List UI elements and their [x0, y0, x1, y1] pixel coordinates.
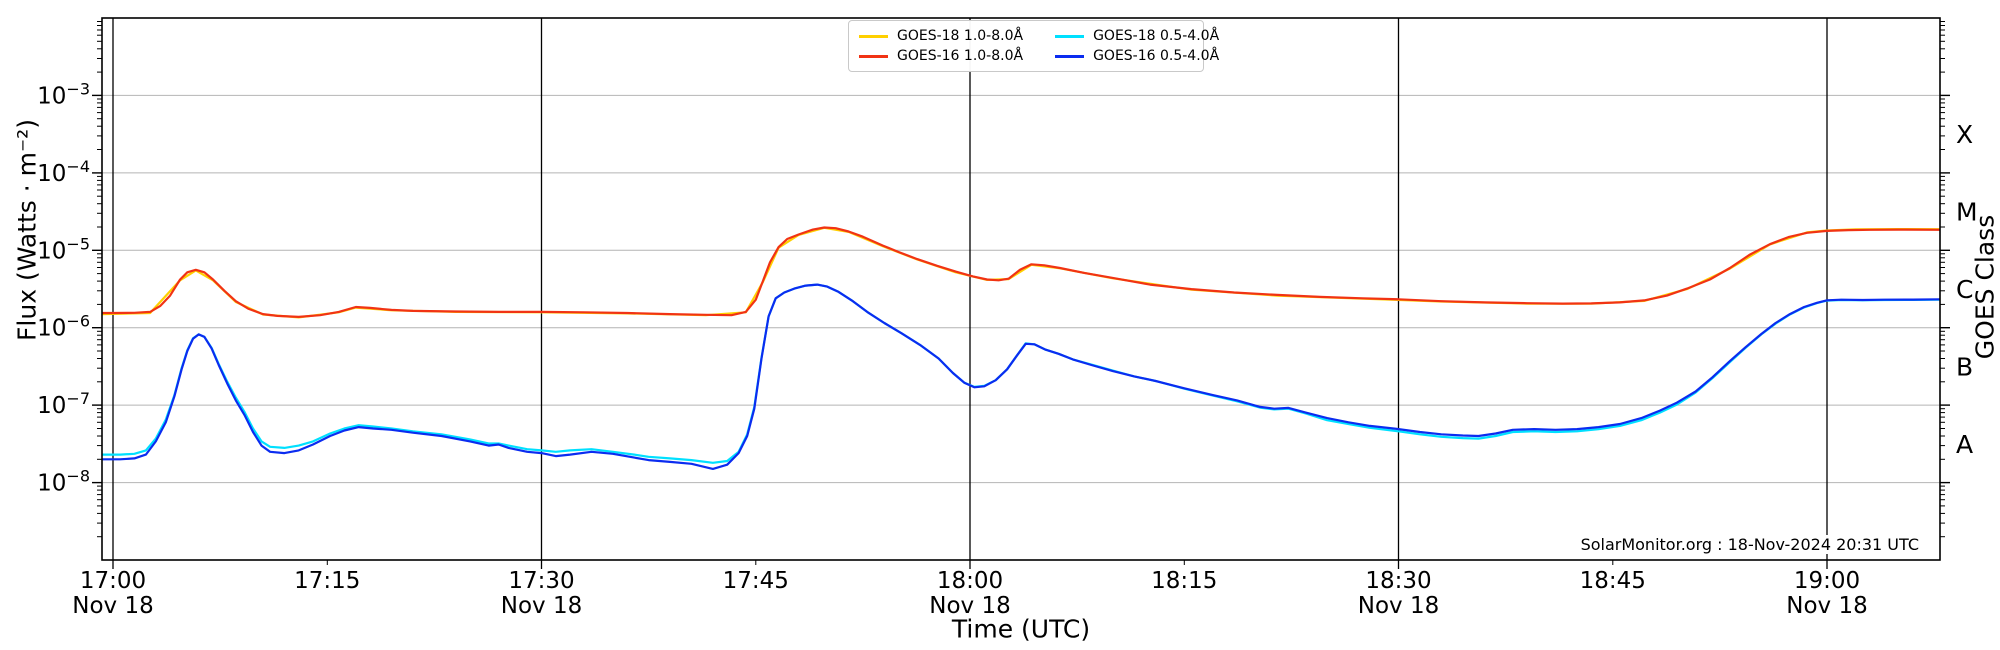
legend-swatch-goes18_short: [1055, 34, 1085, 38]
series-line-goes-18-0-5-4-0-: [102, 283, 1940, 464]
x-tick-sublabel: Nov 18: [1786, 593, 1867, 619]
x-axis-label: Time (UTC): [951, 614, 1091, 644]
legend-item-label: GOES-16 1.0-8.0Å: [897, 48, 1024, 64]
legend-swatch-goes16_short: [1055, 54, 1085, 58]
x-tick-sublabel: Nov 18: [72, 593, 153, 619]
x-tick-sublabel: Nov 18: [501, 593, 582, 619]
x-tick-label: 18:45: [1580, 568, 1646, 594]
legend-swatch-goes16_long: [859, 54, 888, 58]
legend-item: GOES-16 1.0-8.0Å: [859, 46, 1023, 66]
goes-class-letter: M: [1956, 198, 1978, 227]
legend-item-label: GOES-18 0.5-4.0Å: [1093, 28, 1220, 44]
series-line-goes-16-1-0-8-0-: [102, 226, 1940, 318]
goes-class-letter: B: [1956, 352, 1973, 381]
y-tick-label: 10−8: [37, 467, 90, 497]
legend-item: GOES-18 0.5-4.0Å: [1055, 26, 1219, 46]
y-tick-label: 10−3: [37, 79, 90, 109]
y-tick-label: 10−7: [37, 389, 90, 419]
y-tick-label: 10−4: [37, 157, 90, 187]
plot-border: [101, 17, 1941, 561]
goes-class-letter: A: [1956, 430, 1973, 459]
y-axis-label-left: Flux (Watts · m⁻²): [12, 119, 42, 341]
y-tick-label: 10−6: [37, 312, 90, 342]
legend-item-label: GOES-16 0.5-4.0Å: [1093, 48, 1220, 64]
y-axis-label-right: GOES Class: [1970, 214, 2000, 360]
legend-item: GOES-16 0.5-4.0Å: [1055, 46, 1219, 66]
legend-swatch-goes18_long: [859, 34, 888, 38]
x-tick-label: 17:00: [80, 568, 146, 594]
x-tick-label: 18:00: [937, 568, 1003, 594]
goes-class-letter: X: [1956, 120, 1973, 149]
x-tick-sublabel: Nov 18: [929, 593, 1010, 619]
x-tick-label: 17:15: [294, 568, 360, 594]
x-tick-label: 17:30: [508, 568, 574, 594]
x-tick-label: 17:45: [723, 568, 789, 594]
x-tick-sublabel: Nov 18: [1358, 593, 1439, 619]
legend-item-label: GOES-18 1.0-8.0Å: [897, 28, 1024, 44]
series-line-goes-18-1-0-8-0-: [102, 226, 1940, 319]
x-tick-label: 18:15: [1151, 568, 1217, 594]
x-tick-label: 18:30: [1365, 568, 1431, 594]
legend: GOES-18 1.0-8.0Å GOES-16 1.0-8.0Å GOES-18 …: [848, 20, 1219, 72]
series-line-goes-16-0-5-4-0-: [102, 283, 1940, 470]
series-group: [102, 226, 1940, 470]
x-tick-label: 19:00: [1794, 568, 1860, 594]
legend-item: GOES-18 1.0-8.0Å: [859, 26, 1023, 46]
watermark-text: SolarMonitor.org : 18-Nov-2024 20:31 UTC: [1577, 535, 1922, 554]
y-tick-label: 10−5: [37, 234, 90, 264]
goes-class-letter: C: [1956, 275, 1973, 304]
